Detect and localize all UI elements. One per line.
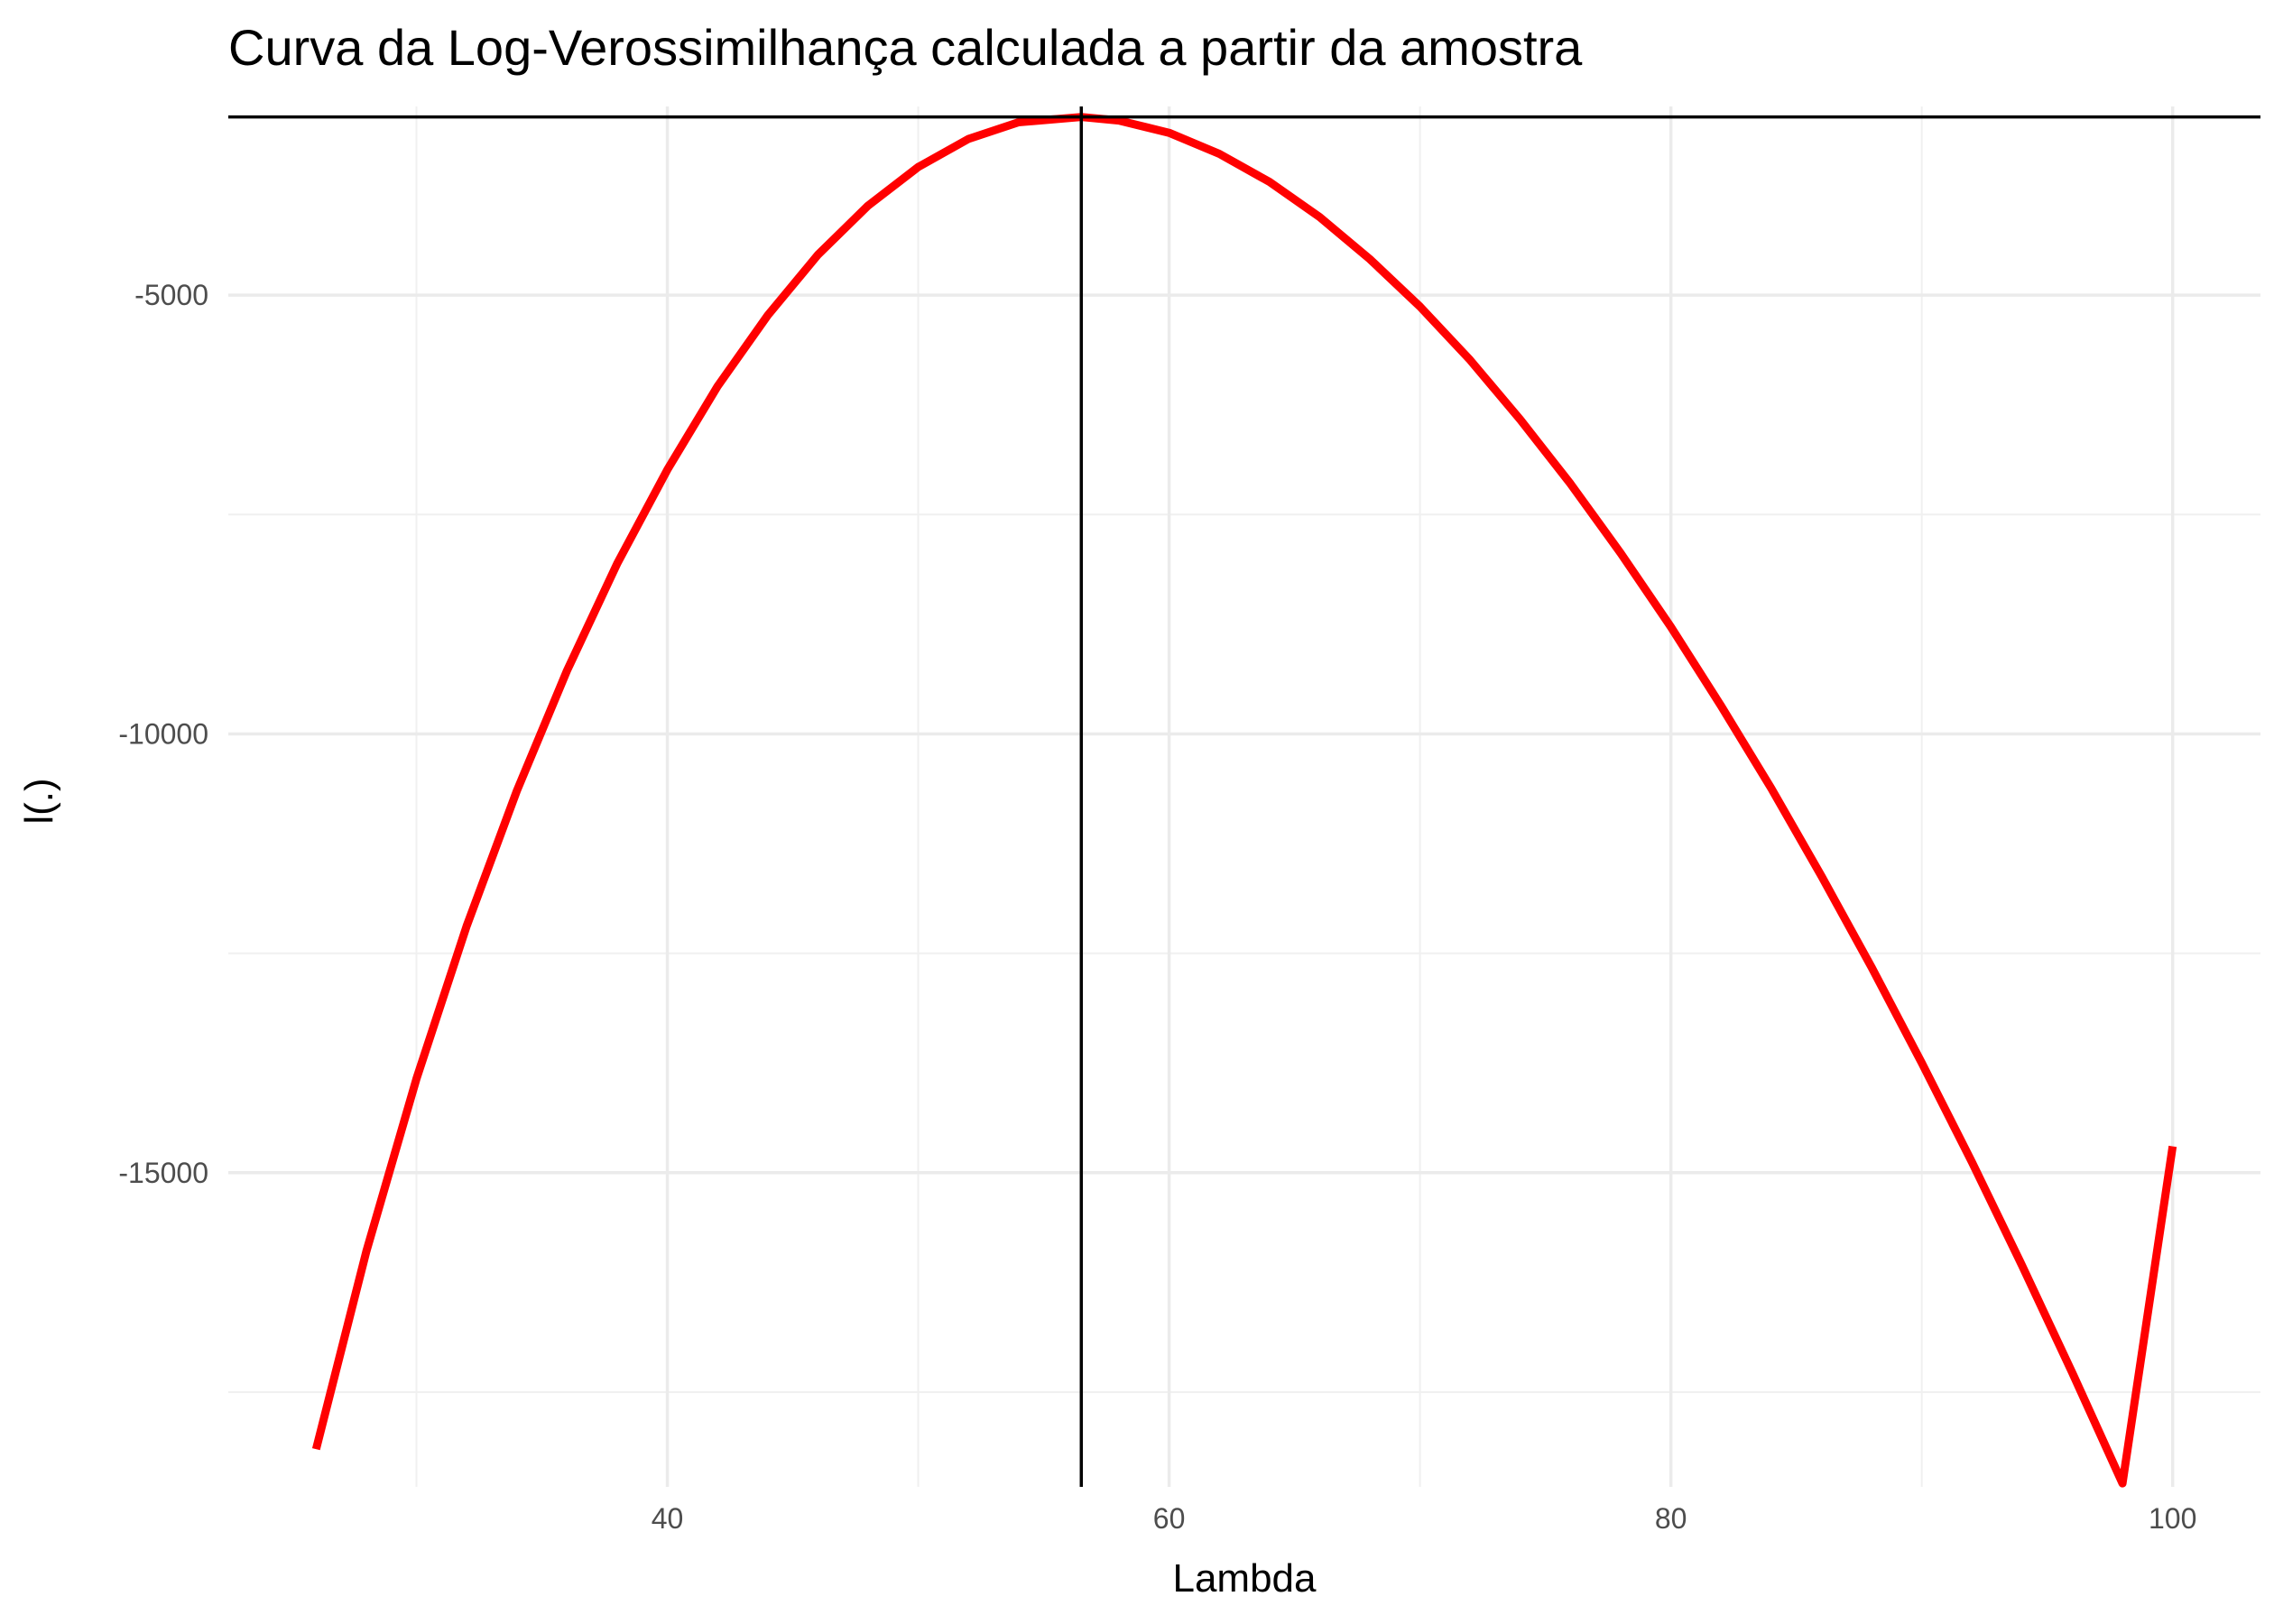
- log-likelihood-curve: [311, 113, 2177, 1488]
- x-axis-title: Lambda: [1172, 1556, 1317, 1601]
- y-tick-label: -15000: [118, 1157, 208, 1189]
- y-axis-title: l(.): [17, 778, 61, 824]
- chart-title: Curva da Log-Verossimilhança calculada a…: [228, 19, 1583, 76]
- y-axis-ticks: -15000 -10000 -5000: [118, 279, 208, 1189]
- x-tick-label: 80: [1655, 1502, 1687, 1535]
- reference-lines: [228, 106, 2260, 1487]
- x-tick-label: 60: [1153, 1502, 1186, 1535]
- grid: [228, 106, 2260, 1487]
- x-axis-ticks: 40 60 80 100: [652, 1502, 2197, 1535]
- curve-layer: [311, 113, 2177, 1488]
- y-tick-label: -5000: [134, 279, 208, 311]
- y-tick-label: -10000: [118, 717, 208, 750]
- x-tick-label: 100: [2149, 1502, 2196, 1535]
- x-tick-label: 40: [652, 1502, 684, 1535]
